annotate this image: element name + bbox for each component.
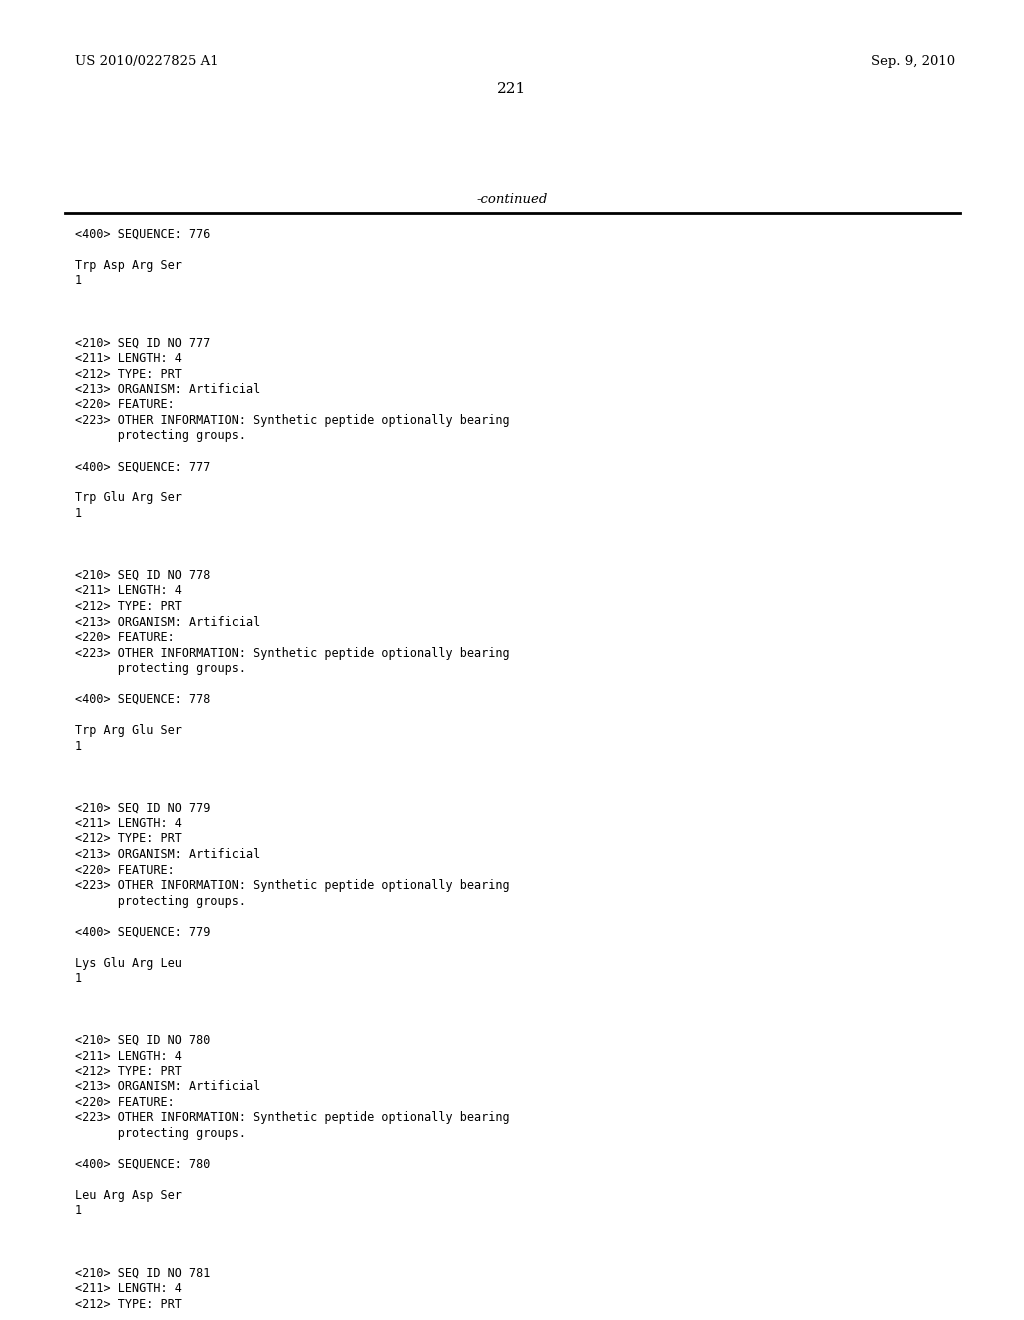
Text: <212> TYPE: PRT: <212> TYPE: PRT — [75, 833, 182, 846]
Text: 1: 1 — [75, 972, 82, 985]
Text: Lys Glu Arg Leu: Lys Glu Arg Leu — [75, 957, 182, 969]
Text: <400> SEQUENCE: 780: <400> SEQUENCE: 780 — [75, 1158, 210, 1171]
Text: <213> ORGANISM: Artificial: <213> ORGANISM: Artificial — [75, 847, 260, 861]
Text: <210> SEQ ID NO 777: <210> SEQ ID NO 777 — [75, 337, 210, 350]
Text: <213> ORGANISM: Artificial: <213> ORGANISM: Artificial — [75, 383, 260, 396]
Text: <213> ORGANISM: Artificial: <213> ORGANISM: Artificial — [75, 615, 260, 628]
Text: <223> OTHER INFORMATION: Synthetic peptide optionally bearing: <223> OTHER INFORMATION: Synthetic pepti… — [75, 647, 510, 660]
Text: Sep. 9, 2010: Sep. 9, 2010 — [870, 55, 955, 69]
Text: Trp Arg Glu Ser: Trp Arg Glu Ser — [75, 723, 182, 737]
Text: <212> TYPE: PRT: <212> TYPE: PRT — [75, 601, 182, 612]
Text: <400> SEQUENCE: 779: <400> SEQUENCE: 779 — [75, 925, 210, 939]
Text: <210> SEQ ID NO 779: <210> SEQ ID NO 779 — [75, 801, 210, 814]
Text: <211> LENGTH: 4: <211> LENGTH: 4 — [75, 1049, 182, 1063]
Text: <210> SEQ ID NO 780: <210> SEQ ID NO 780 — [75, 1034, 210, 1047]
Text: protecting groups.: protecting groups. — [75, 895, 246, 908]
Text: <400> SEQUENCE: 778: <400> SEQUENCE: 778 — [75, 693, 210, 706]
Text: <223> OTHER INFORMATION: Synthetic peptide optionally bearing: <223> OTHER INFORMATION: Synthetic pepti… — [75, 1111, 510, 1125]
Text: protecting groups.: protecting groups. — [75, 429, 246, 442]
Text: <211> LENGTH: 4: <211> LENGTH: 4 — [75, 352, 182, 366]
Text: protecting groups.: protecting groups. — [75, 663, 246, 675]
Text: Leu Arg Asp Ser: Leu Arg Asp Ser — [75, 1189, 182, 1203]
Text: <400> SEQUENCE: 776: <400> SEQUENCE: 776 — [75, 228, 210, 242]
Text: US 2010/0227825 A1: US 2010/0227825 A1 — [75, 55, 219, 69]
Text: <212> TYPE: PRT: <212> TYPE: PRT — [75, 367, 182, 380]
Text: <210> SEQ ID NO 781: <210> SEQ ID NO 781 — [75, 1266, 210, 1279]
Text: <212> TYPE: PRT: <212> TYPE: PRT — [75, 1065, 182, 1078]
Text: <210> SEQ ID NO 778: <210> SEQ ID NO 778 — [75, 569, 210, 582]
Text: Trp Asp Arg Ser: Trp Asp Arg Ser — [75, 259, 182, 272]
Text: <223> OTHER INFORMATION: Synthetic peptide optionally bearing: <223> OTHER INFORMATION: Synthetic pepti… — [75, 879, 510, 892]
Text: <220> FEATURE:: <220> FEATURE: — [75, 631, 175, 644]
Text: -continued: -continued — [476, 193, 548, 206]
Text: 221: 221 — [498, 82, 526, 96]
Text: Trp Glu Arg Ser: Trp Glu Arg Ser — [75, 491, 182, 504]
Text: <220> FEATURE:: <220> FEATURE: — [75, 863, 175, 876]
Text: <400> SEQUENCE: 777: <400> SEQUENCE: 777 — [75, 461, 210, 474]
Text: <220> FEATURE:: <220> FEATURE: — [75, 1096, 175, 1109]
Text: <212> TYPE: PRT: <212> TYPE: PRT — [75, 1298, 182, 1311]
Text: 1: 1 — [75, 1204, 82, 1217]
Text: 1: 1 — [75, 739, 82, 752]
Text: protecting groups.: protecting groups. — [75, 1127, 246, 1140]
Text: <220> FEATURE:: <220> FEATURE: — [75, 399, 175, 412]
Text: <223> OTHER INFORMATION: Synthetic peptide optionally bearing: <223> OTHER INFORMATION: Synthetic pepti… — [75, 414, 510, 426]
Text: 1: 1 — [75, 275, 82, 288]
Text: <213> ORGANISM: Artificial: <213> ORGANISM: Artificial — [75, 1081, 260, 1093]
Text: <211> LENGTH: 4: <211> LENGTH: 4 — [75, 585, 182, 598]
Text: 1: 1 — [75, 507, 82, 520]
Text: <211> LENGTH: 4: <211> LENGTH: 4 — [75, 817, 182, 830]
Text: <211> LENGTH: 4: <211> LENGTH: 4 — [75, 1282, 182, 1295]
